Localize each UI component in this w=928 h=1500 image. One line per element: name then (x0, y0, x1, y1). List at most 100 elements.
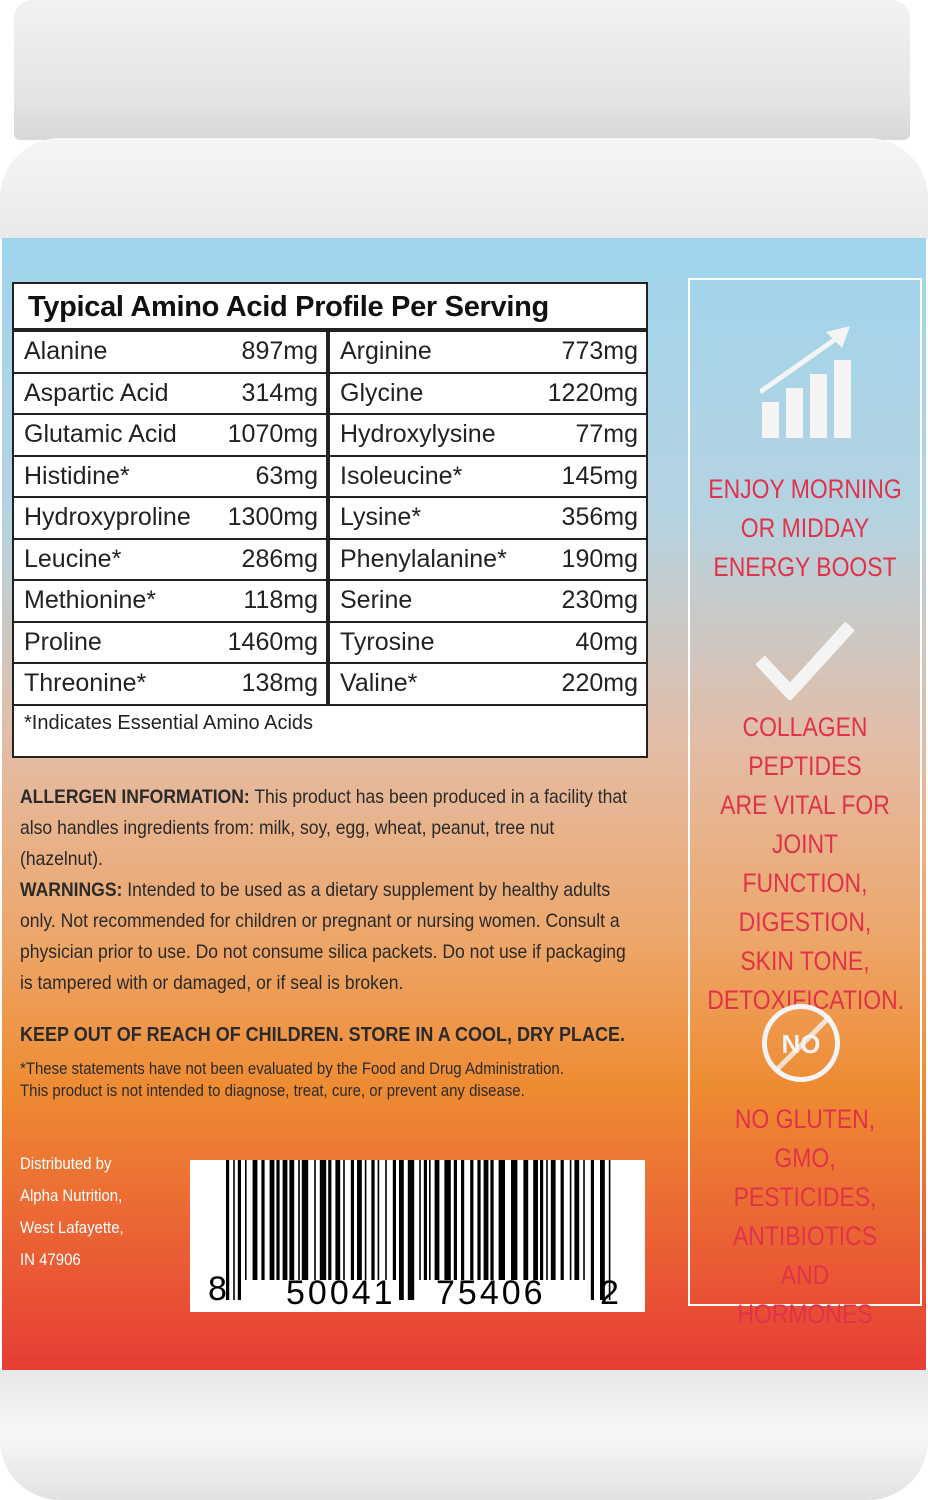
amino-acid-amount: 1220mg (547, 378, 638, 407)
amino-acid-name: Glutamic Acid (24, 420, 177, 449)
table-right-column: Arginine 773mg Glycine 1220mg Hydroxylysine 7… (330, 332, 646, 706)
table-row: Valine* 220mg (330, 664, 646, 706)
amino-acid-amount: 1460mg (227, 627, 318, 656)
amino-acid-amount: 63mg (255, 461, 318, 490)
amino-acid-amount: 145mg (561, 461, 638, 490)
barcode-bar (608, 1160, 611, 1300)
fda-line: *These statements have not been evaluate… (20, 1059, 564, 1078)
barcode-bar (335, 1160, 341, 1280)
table-row: Serine 230mg (330, 581, 646, 623)
table-row: Tyrosine 40mg (330, 623, 646, 664)
amino-acid-name: Serine (340, 586, 413, 615)
barcode-bar (392, 1160, 396, 1280)
panel-line: NO GLUTEN, GMO, (734, 1104, 876, 1173)
table-row: Lysine* 356mg (330, 498, 646, 540)
amino-acid-name: Valine* (340, 669, 418, 698)
barcode-bar (490, 1160, 494, 1280)
panel-line: SKIN TONE, (740, 946, 870, 976)
panel-line: DIGESTION, (738, 907, 872, 937)
benefits-panel: ENJOY MORNING OR MIDDAY ENERGY BOOST COL… (688, 278, 922, 1329)
barcode-bar (350, 1160, 354, 1280)
amino-acid-name: Proline (24, 627, 102, 656)
table-title: Typical Amino Acid Profile Per Serving (14, 284, 646, 332)
barcode-bar (444, 1160, 451, 1280)
barcode-bar (477, 1160, 481, 1280)
barcode-bar (328, 1160, 332, 1280)
barcode-bar (550, 1160, 556, 1280)
barcode-bar (282, 1160, 288, 1280)
table-left-column: Alanine 897mg Aspartic Acid 314mg Glutamic A… (14, 332, 330, 706)
table-row: Arginine 773mg (330, 332, 646, 374)
barcode-bar (600, 1160, 605, 1300)
amino-acid-amount: 220mg (561, 669, 638, 698)
table-row: Aspartic Acid 314mg (14, 374, 326, 415)
barcode-bar (407, 1160, 415, 1300)
barcode-bar (419, 1160, 421, 1280)
energy-text: ENJOY MORNING OR MIDDAY ENERGY BOOST (707, 470, 903, 587)
panel-line: ENERGY BOOST (713, 552, 897, 582)
table-row: Glycine 1220mg (330, 374, 646, 415)
barcode: 8 50041 75406 2 (190, 1160, 645, 1312)
barcode-bar (434, 1160, 440, 1280)
barcode-bar (399, 1160, 404, 1300)
barcode-bar (289, 1160, 295, 1280)
table-footnote: *Indicates Essential Amino Acids (24, 711, 314, 734)
amino-acid-name: Histidine* (24, 461, 130, 490)
panel-line: JOINT FUNCTION, (742, 829, 868, 898)
amino-acid-amount: 118mg (243, 586, 318, 615)
amino-acid-name: Phenylalanine* (340, 544, 507, 573)
amino-acid-name: Lysine* (340, 503, 422, 532)
amino-acid-name: Tyrosine (340, 627, 435, 656)
amino-acid-name: Arginine (340, 337, 432, 366)
distributor-line: Distributed by (20, 1154, 112, 1173)
barcode-bar (423, 1160, 427, 1280)
amino-acid-amount: 190mg (561, 544, 638, 573)
barcode-bar (252, 1160, 258, 1280)
no-symbol-icon: NO (762, 1004, 840, 1082)
barcode-bar (237, 1160, 241, 1300)
panel-line: ANTIBIOTICS AND (732, 1221, 878, 1290)
barcode-digit-check: 2 (600, 1274, 619, 1312)
barcode-bar (574, 1160, 580, 1280)
barcode-bar (523, 1160, 529, 1280)
panel-line: OR MIDDAY (740, 513, 870, 543)
panel-line: ARE VITAL FOR (720, 790, 890, 820)
amino-acid-amount: 286mg (241, 544, 318, 573)
barcode-digit-first: 8 (208, 1270, 227, 1308)
panel-line: COLLAGEN (742, 712, 868, 742)
amino-acid-name: Hydroxylysine (340, 420, 496, 449)
barcode-bar (429, 1160, 431, 1280)
barcode-bar (343, 1160, 345, 1280)
amino-acid-name: Leucine* (24, 544, 122, 573)
barcode-bar (226, 1160, 230, 1300)
warnings-label: WARNINGS: (20, 879, 123, 901)
barcode-bar (261, 1160, 265, 1280)
barcode-bar (569, 1160, 572, 1280)
barcode-bar (546, 1160, 548, 1280)
barcode-bar (269, 1160, 275, 1280)
table-row: Isoleucine* 145mg (330, 457, 646, 498)
barcode-bar (245, 1160, 247, 1280)
barcode-bar (590, 1160, 594, 1300)
table-row: Hydroxylysine 77mg (330, 415, 646, 457)
barcode-bar (357, 1160, 362, 1280)
jar-base (0, 1370, 928, 1500)
amino-acid-amount: 77mg (575, 420, 638, 449)
barcode-digits-left: 50041 (286, 1274, 396, 1312)
amino-acid-amount: 230mg (561, 586, 638, 615)
barcode-bar (385, 1160, 387, 1280)
panel-line: HORMONES (737, 1299, 873, 1329)
no-badge-text: NO (781, 1029, 821, 1059)
amino-acid-name: Methionine* (24, 586, 157, 615)
amino-acid-amount: 773mg (561, 337, 638, 366)
distributor-line: West Lafayette, (20, 1218, 124, 1237)
amino-acid-amount: 1070mg (227, 420, 318, 449)
warnings-text: Intended to be used as a dietary supplem… (20, 879, 626, 994)
amino-acid-table: Typical Amino Acid Profile Per Serving A… (12, 282, 648, 758)
barcode-bar (470, 1160, 474, 1280)
barcode-bar (453, 1160, 457, 1280)
amino-acid-name: Hydroxyproline (24, 503, 191, 532)
checkmark-icon (756, 621, 855, 700)
amino-acid-name: Threonine* (24, 669, 147, 698)
amino-acid-amount: 314mg (241, 378, 318, 407)
